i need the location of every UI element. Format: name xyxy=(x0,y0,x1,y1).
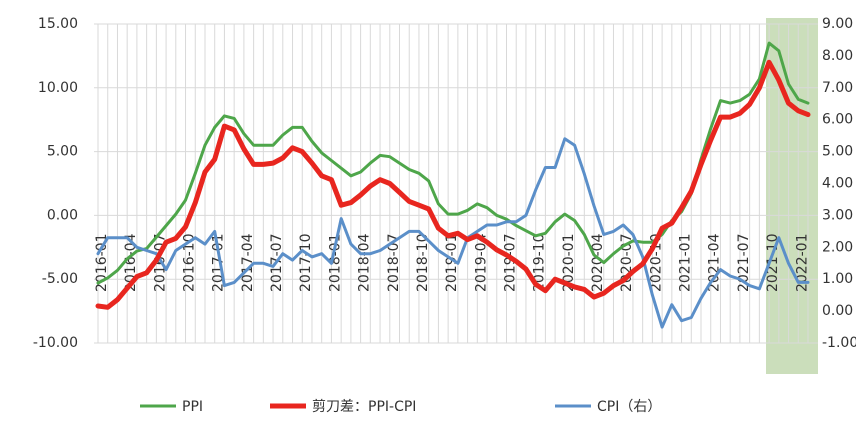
y2-tick-label: -1.00 xyxy=(822,335,856,351)
y2-tick-label: 5.00 xyxy=(822,144,853,160)
series-line xyxy=(95,59,811,310)
y2-tick-label: 8.00 xyxy=(822,48,853,64)
legend-label: PPI xyxy=(182,399,203,415)
x-tick-label: 2016-01 xyxy=(94,234,110,293)
y2-tick-label: 4.00 xyxy=(822,176,853,192)
x-tick-label: 2018-04 xyxy=(357,233,373,292)
x-tick-label: 2018-10 xyxy=(415,234,431,293)
x-tick-label: 2021-10 xyxy=(765,234,781,293)
x-tick-label: 2021-07 xyxy=(736,234,752,293)
x-tick-label: 2019-10 xyxy=(532,234,548,293)
legend-label: CPI（右） xyxy=(597,399,661,415)
x-tick-label: 2018-01 xyxy=(327,234,343,293)
x-tick-label: 2016-10 xyxy=(182,234,198,293)
y2-tick-label: 9.00 xyxy=(822,16,853,32)
y-tick-label: -10.00 xyxy=(33,335,78,351)
legend-label: 剪刀差：PPI-CPI xyxy=(312,399,416,415)
x-tick-label: 2017-10 xyxy=(298,234,314,293)
x-tick-label: 2022-01 xyxy=(794,234,810,293)
x-tick-label: 2020-01 xyxy=(561,234,577,293)
x-tick-label: 2019-04 xyxy=(473,233,489,292)
y-tick-label: 5.00 xyxy=(47,144,78,160)
x-tick-label: 2021-01 xyxy=(678,234,694,293)
y-tick-label: 15.00 xyxy=(38,16,78,32)
y2-tick-label: 0.00 xyxy=(822,303,853,319)
x-tick-label: 2020-04 xyxy=(590,233,606,292)
y-tick-label: 10.00 xyxy=(38,80,78,96)
series-line xyxy=(96,137,810,329)
y2-tick-label: 3.00 xyxy=(822,207,853,223)
x-tick-label: 2019-07 xyxy=(502,234,518,293)
x-tick-label: 2021-04 xyxy=(707,233,723,292)
y2-tick-label: 1.00 xyxy=(822,271,853,287)
x-tick-label: 2017-04 xyxy=(240,233,256,292)
y-tick-label: 0.00 xyxy=(47,207,78,223)
y2-tick-label: 6.00 xyxy=(822,112,853,128)
y-tick-label: -5.00 xyxy=(42,271,78,287)
x-tick-label: 2018-07 xyxy=(386,234,402,293)
y2-tick-label: 2.00 xyxy=(822,239,853,255)
x-tick-label: 2019-01 xyxy=(444,234,460,293)
y2-tick-label: 7.00 xyxy=(822,80,853,96)
